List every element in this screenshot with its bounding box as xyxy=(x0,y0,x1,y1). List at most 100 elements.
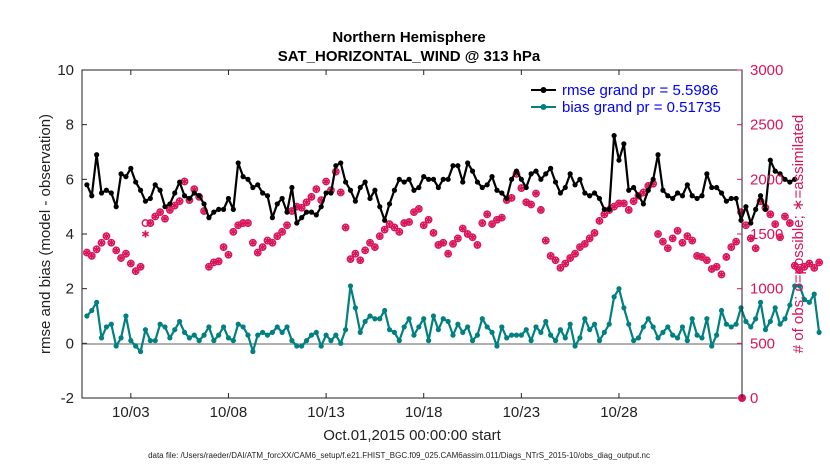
bias-point xyxy=(557,327,564,333)
obs-assimilated-point xyxy=(561,259,569,268)
obs-assimilated-point xyxy=(122,250,130,258)
obs-assimilated-point xyxy=(171,201,179,210)
obs-assimilated-point xyxy=(176,197,184,205)
obs-assimilated-point xyxy=(722,253,730,261)
obs-assimilated-point xyxy=(371,243,379,251)
y2-tick-label: 1500 xyxy=(750,226,783,243)
rmse-point xyxy=(352,198,358,204)
bias-point xyxy=(255,332,261,338)
rmse-point xyxy=(186,195,192,202)
bias-point xyxy=(674,335,681,341)
rmse-point xyxy=(645,187,651,193)
rmse-point xyxy=(411,187,417,193)
rmse-point xyxy=(323,190,329,196)
obs-assimilated-point xyxy=(508,194,516,202)
x-tick-label: 10/28 xyxy=(600,404,638,421)
rmse-point xyxy=(552,179,559,185)
obs-assimilated-point xyxy=(713,263,721,271)
obs-assimilated-point xyxy=(478,219,486,227)
bias-point xyxy=(118,335,124,341)
obs-assimilated-point xyxy=(459,224,467,233)
bias-point xyxy=(162,324,168,330)
bias-point xyxy=(460,329,466,335)
rmse-point xyxy=(577,176,583,182)
rmse-point xyxy=(386,201,393,207)
left-y-axis-label: rmse and bias (model - observation) xyxy=(37,114,54,354)
obs-assimilated-point xyxy=(395,228,403,236)
legend-box xyxy=(527,77,737,119)
rmse-point xyxy=(684,182,690,188)
rmse-point xyxy=(714,184,720,191)
rmse-point xyxy=(216,206,222,212)
obs-assimilated-point xyxy=(532,189,540,198)
obs-assimilated-point xyxy=(703,256,711,264)
bias-point xyxy=(762,327,769,333)
bias-point xyxy=(504,335,510,341)
bias-point xyxy=(660,329,666,335)
obs-assimilated-point xyxy=(156,208,164,216)
obs-assimilated-point xyxy=(137,263,145,271)
bias-point xyxy=(508,332,515,338)
rmse-point xyxy=(665,193,671,199)
obs-assimilated-point xyxy=(776,233,784,241)
obs-assimilated-point xyxy=(351,250,359,258)
obs-assimilated-point xyxy=(141,230,149,238)
rmse-point xyxy=(362,179,368,185)
rmse-point xyxy=(660,187,666,193)
bias-point xyxy=(489,329,495,335)
bias-point xyxy=(670,332,676,338)
obs-assimilated-point xyxy=(132,267,140,275)
obs-assimilated-point xyxy=(815,258,823,267)
bias-point xyxy=(260,329,266,335)
rmse-point xyxy=(157,187,163,193)
bias-point xyxy=(289,338,295,344)
rmse-point xyxy=(504,195,510,202)
rmse-point xyxy=(465,160,471,166)
rmse-point xyxy=(508,176,515,182)
obs-assimilated-point xyxy=(551,256,560,264)
rmse-point xyxy=(557,190,564,196)
rmse-point xyxy=(274,201,280,207)
obs-assimilated-point xyxy=(469,233,477,241)
obs-assimilated-point xyxy=(810,264,818,272)
bias-point xyxy=(250,348,256,355)
rmse-point xyxy=(191,190,197,196)
rmse-point xyxy=(303,209,310,215)
x-tick-label: 10/08 xyxy=(210,404,248,421)
rmse-point xyxy=(416,184,422,191)
rmse-point xyxy=(401,179,407,185)
rmse-point xyxy=(318,204,324,210)
bias-point xyxy=(699,335,705,341)
bias-point xyxy=(728,324,734,330)
bias-point xyxy=(264,332,271,338)
bias-point xyxy=(84,313,90,319)
obs-assimilated-point xyxy=(298,204,306,212)
rmse-point xyxy=(137,187,144,193)
rmse-point xyxy=(89,193,95,199)
obs-assimilated-point xyxy=(205,263,213,271)
obs-assimilated-point xyxy=(283,221,291,229)
x-axis-label: Oct.01,2015 00:00:00 start xyxy=(323,427,501,444)
bias-point xyxy=(548,332,554,338)
bias-point xyxy=(528,338,534,344)
rmse-point xyxy=(611,133,617,139)
obs-assimilated-point xyxy=(356,256,364,264)
rmse-point xyxy=(152,182,158,188)
bias-point xyxy=(416,324,422,330)
y2-tick-label: 500 xyxy=(750,335,775,352)
obs-assimilated-point xyxy=(229,228,237,236)
y-tick-label: 10 xyxy=(57,62,74,79)
bias-point xyxy=(303,338,310,344)
bias-point xyxy=(133,343,139,349)
bias-point xyxy=(113,343,119,349)
obs-assimilated-point xyxy=(244,219,252,227)
rmse-point xyxy=(489,174,495,180)
obs-assimilated-point xyxy=(215,257,223,265)
bias-point xyxy=(635,335,642,341)
bias-point xyxy=(386,327,393,333)
bias-point xyxy=(596,338,603,344)
bias-point xyxy=(816,329,822,335)
rmse-point xyxy=(753,206,759,212)
bias-point xyxy=(469,338,476,344)
